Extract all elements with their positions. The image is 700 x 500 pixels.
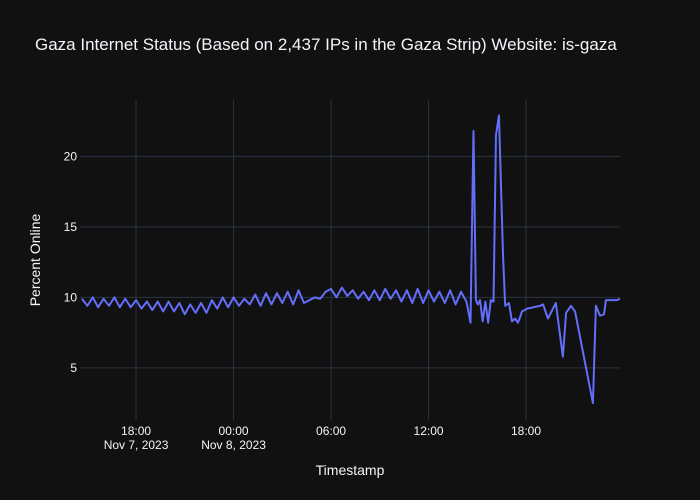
x-tick-label: 18:00 [511,424,541,438]
y-tick-label: 10 [64,290,78,304]
grid [80,100,620,420]
x-tick-label: 06:00 [316,424,346,438]
y-tick-label: 20 [64,149,78,163]
x-tick-label: 12:00 [414,424,444,438]
y-axis-title: Percent Online [27,213,43,306]
y-tick-label: 15 [64,220,78,234]
y-tick-label: 5 [70,361,77,375]
x-tick-label: 00:00 [219,424,249,438]
x-tick-date-label: Nov 7, 2023 [104,438,169,452]
x-tick-date-label: Nov 8, 2023 [201,438,266,452]
x-axis-title: Timestamp [316,462,385,478]
data-line [81,114,621,405]
x-tick-label: 18:00 [121,424,151,438]
chart-title: Gaza Internet Status (Based on 2,437 IPs… [35,35,617,54]
